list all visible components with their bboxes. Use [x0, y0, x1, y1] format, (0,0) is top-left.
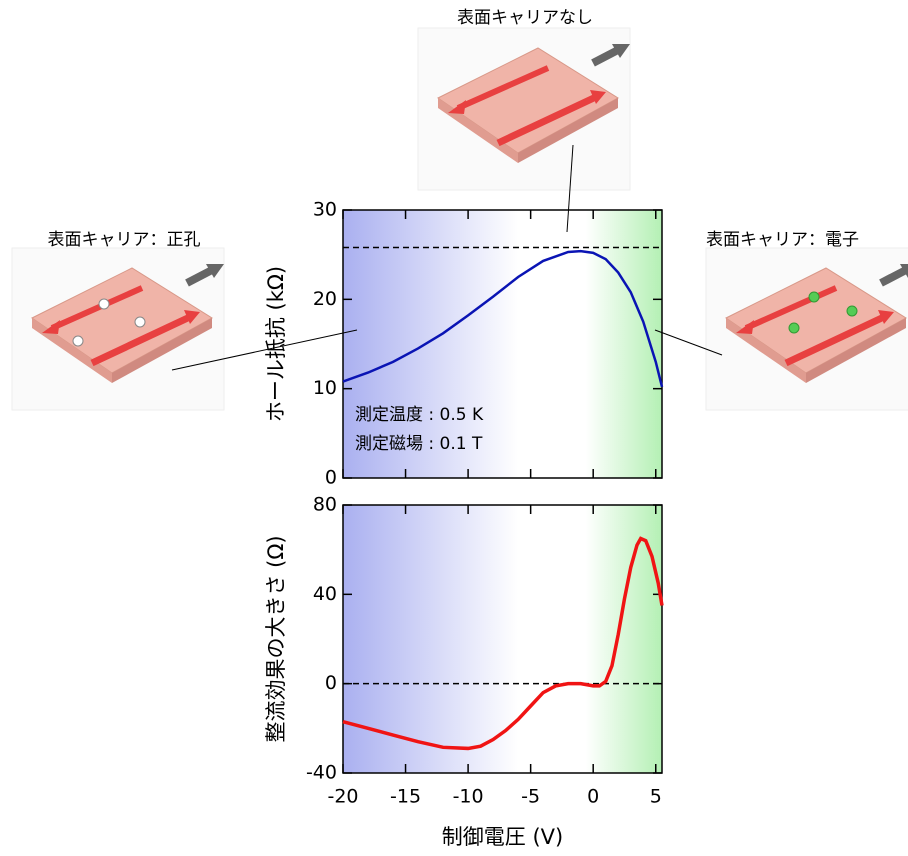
inset-image: [706, 248, 908, 410]
y-tick-label: 10: [313, 377, 337, 399]
hole: [134, 316, 146, 328]
inset-image: [418, 28, 630, 190]
x-tick-label: -20: [327, 786, 358, 808]
y-axis-label: 整流効果の大きさ (Ω): [264, 535, 288, 742]
connector: [171, 329, 358, 371]
inset-label: 表面キャリアなし: [457, 8, 593, 28]
plot-frame: [342, 209, 663, 479]
hole: [98, 298, 110, 310]
electron: [846, 305, 858, 317]
annotation: 測定温度 : 0.5 K: [355, 405, 484, 425]
y-tick-label: 0: [325, 672, 337, 694]
background: [343, 210, 662, 478]
electron: [808, 291, 820, 303]
x-tick-label: -15: [390, 786, 421, 808]
x-axis-label: 制御電圧 (V): [442, 825, 563, 849]
connector: [566, 144, 574, 233]
data-line: [342, 249, 664, 388]
y-tick-label: 0: [325, 467, 337, 489]
inset-label: 表面キャリア：正孔: [48, 230, 201, 250]
y-tick-label: 80: [313, 494, 337, 516]
inset-label: 表面キャリア：電子: [706, 230, 859, 250]
x-tick-label: -5: [521, 786, 540, 808]
data-line: [342, 536, 664, 751]
x-tick-label: 0: [587, 786, 599, 808]
y-tick-label: -40: [306, 762, 337, 784]
y-axis-label: ホール抵抗 (kΩ): [264, 266, 288, 422]
y-tick-label: 40: [313, 583, 337, 605]
x-tick-label: -10: [453, 786, 484, 808]
connector: [654, 329, 723, 356]
inset-image: [12, 248, 224, 410]
plot-frame: [342, 504, 663, 774]
y-tick-label: 30: [313, 199, 337, 221]
background: [343, 505, 662, 773]
annotation: 測定磁場 : 0.1 T: [355, 434, 483, 454]
electron: [788, 322, 800, 334]
hole: [72, 335, 84, 347]
y-tick-label: 20: [313, 288, 337, 310]
x-tick-label: 5: [650, 786, 662, 808]
